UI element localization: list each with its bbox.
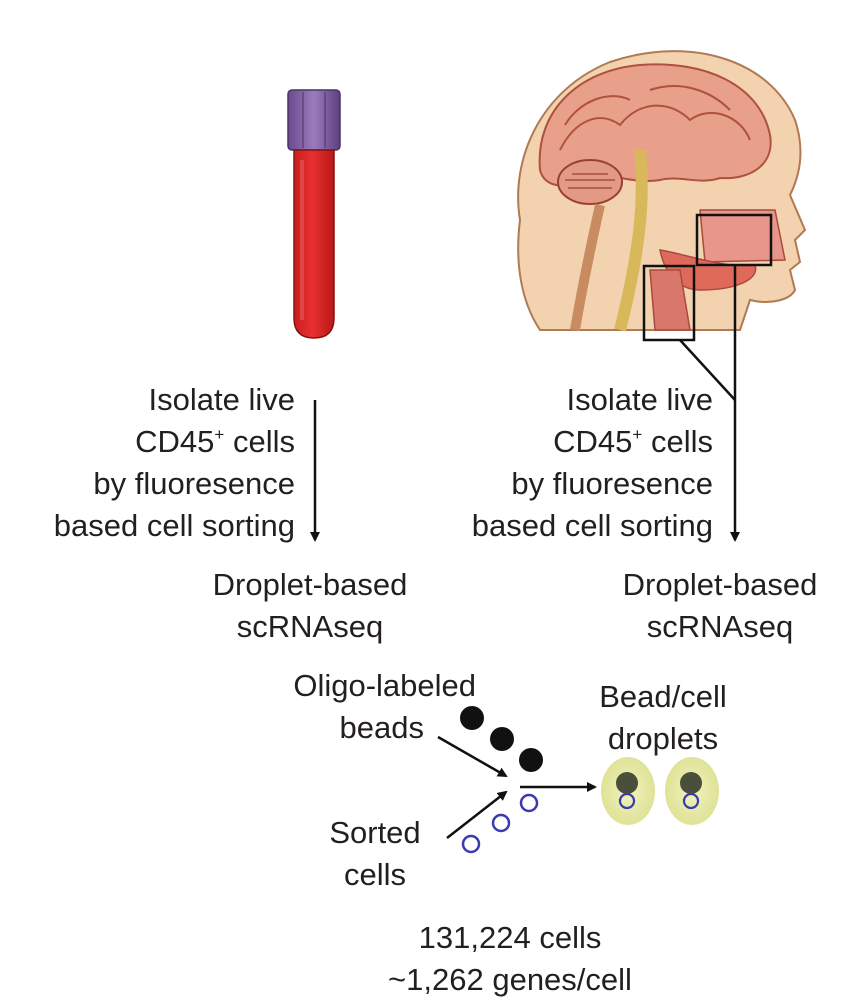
tissue-sort-text: Isolate live CD45+ cells by fluoresence … [471, 382, 713, 543]
cell-icon [461, 834, 481, 854]
droplet-icon [601, 757, 655, 825]
summary-text: 131,224 cells ~1,262 genes/cell [340, 917, 680, 1001]
droplets-label: Bead/cell droplets [599, 679, 727, 756]
cell-count: 131,224 cells [418, 920, 602, 955]
droplet-icon [665, 757, 719, 825]
head-anatomy-icon [517, 50, 807, 401]
cell-icon [519, 793, 539, 813]
blood-tube-icon [287, 89, 341, 339]
blood-method-label: Droplet-based scRNAseq [212, 567, 408, 644]
blood-sort-text: Isolate live CD45+ cells by fluoresence … [53, 382, 295, 543]
bead-icon [460, 706, 484, 730]
cell-icon [491, 813, 511, 833]
cell-icons [461, 793, 539, 854]
bead-icon [519, 748, 543, 772]
bead-icons [460, 706, 543, 772]
genes-per-cell: ~1,262 genes/cell [388, 962, 632, 997]
beads-label: Oligo-labeled beads [293, 668, 476, 745]
cells-label: Sorted cells [329, 815, 421, 892]
beads-arrow [437, 735, 508, 778]
tissue-method-label: Droplet-based scRNAseq [622, 567, 818, 644]
cells-arrow [446, 790, 508, 839]
bead-icon [490, 727, 514, 751]
